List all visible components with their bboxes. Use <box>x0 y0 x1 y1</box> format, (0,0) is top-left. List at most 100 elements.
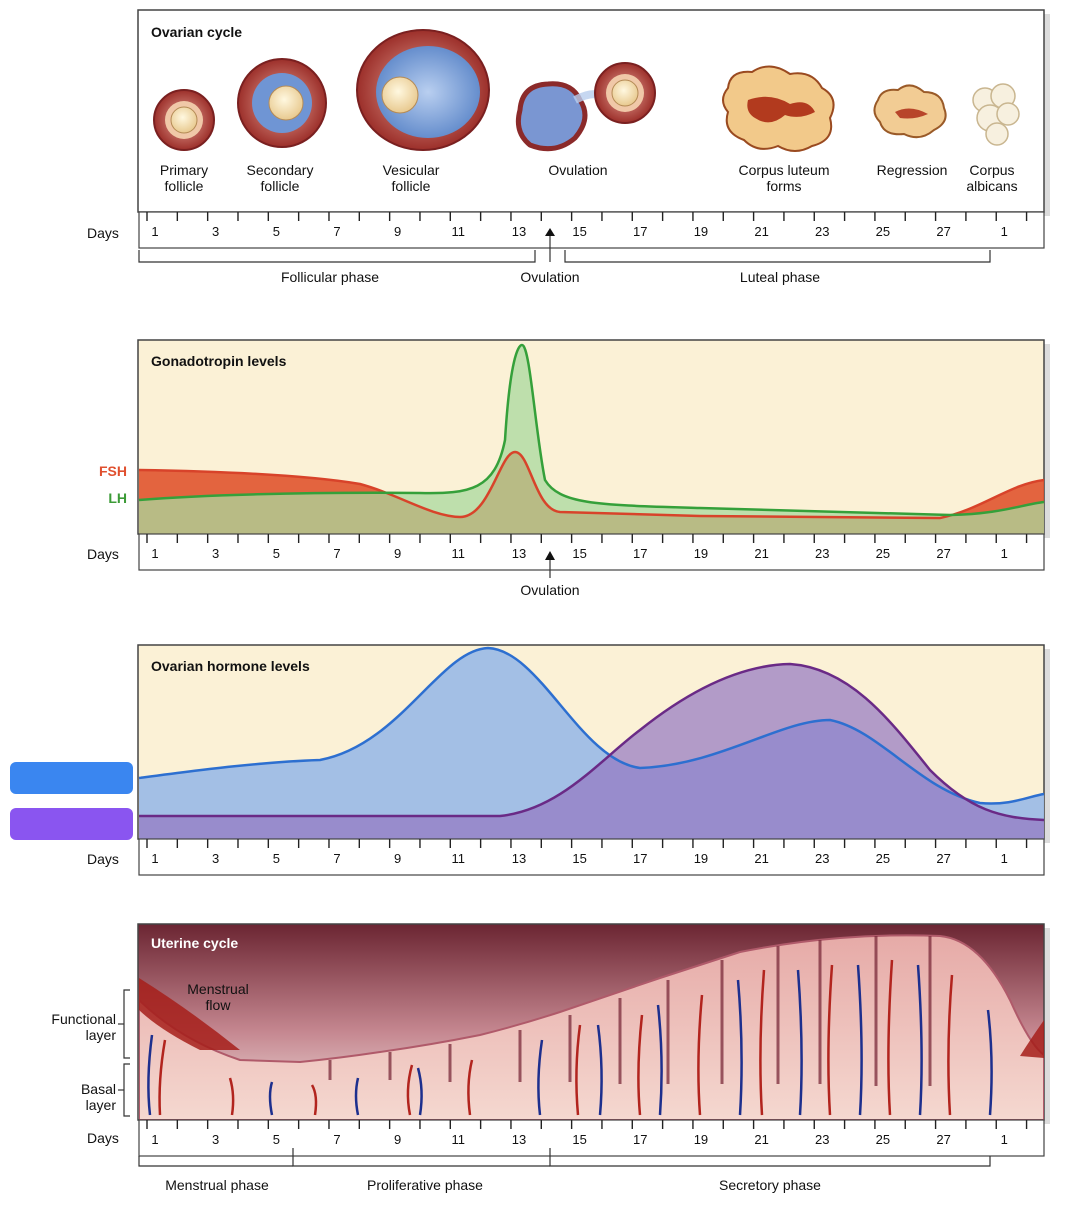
primary-follicle-illustration <box>153 89 215 151</box>
day-tick-label: 23 <box>815 851 829 866</box>
day-tick-label: 19 <box>694 546 708 561</box>
day-tick-label: 15 <box>572 224 586 239</box>
day-tick-label: 1 <box>151 224 158 239</box>
day-tick-label: 23 <box>815 546 829 561</box>
lh-line <box>138 343 1045 517</box>
day-tick-label: 21 <box>754 224 768 239</box>
day-tick-label: 3 <box>212 851 219 866</box>
day-tick-label: 7 <box>333 851 340 866</box>
day-tick-label: 9 <box>394 224 401 239</box>
stage-label-vesicular-l2: follicle <box>392 178 431 194</box>
day-tick-label: 15 <box>572 546 586 561</box>
progesterone-legend-swatch <box>10 808 133 840</box>
day-tick-label: 9 <box>394 546 401 561</box>
luteal-phase-label: Luteal phase <box>740 269 820 285</box>
ovulation-illustration <box>515 62 656 152</box>
day-strip <box>138 1119 1045 1157</box>
uterine-phase-brackets <box>138 1148 991 1167</box>
day-tick-label: 17 <box>633 1132 647 1147</box>
estrogen-line <box>138 646 1045 805</box>
days-label: Days <box>87 851 119 867</box>
uterine-cycle-title: Uterine cycle <box>151 935 238 951</box>
day-tick-label: 21 <box>754 1132 768 1147</box>
uterine-glands <box>328 936 932 1086</box>
day-ticks: 1 3 5 7 9 11 13 15 17 19 21 23 25 27 1 <box>138 211 1045 249</box>
day-tick-label: 5 <box>273 224 280 239</box>
day-tick-label: 1 <box>151 851 158 866</box>
basal-layer-label-l2: layer <box>86 1097 117 1113</box>
day-tick-label: 5 <box>273 546 280 561</box>
fsh-line <box>138 450 1045 520</box>
secondary-follicle-illustration <box>237 58 327 148</box>
secretory-phase-label: Secretory phase <box>719 1177 821 1193</box>
menstrual-phase-label: Menstrual phase <box>165 1177 269 1193</box>
day-tick-label: 1 <box>1001 1132 1008 1147</box>
day-axis-gonadotropin: Days 1 3 5 7 9 11 13 15 17 19 21 23 25 27 1 <box>87 533 1045 571</box>
progesterone-line <box>139 662 1045 822</box>
day-strip <box>138 838 1045 876</box>
spiral-arteries <box>158 959 954 1116</box>
day-tick-label: 27 <box>936 851 950 866</box>
day-tick-label: 19 <box>694 851 708 866</box>
day-tick-label: 13 <box>512 851 526 866</box>
day-strip <box>138 533 1045 571</box>
day-tick-label: 3 <box>212 546 219 561</box>
regression-illustration <box>873 84 947 139</box>
stage-label-secondary-l2: follicle <box>261 178 300 194</box>
ovulation-phase-label: Ovulation <box>520 269 579 285</box>
day-tick-label: 19 <box>694 1132 708 1147</box>
functional-layer-label-l1: Functional <box>51 1011 116 1027</box>
day-tick-label: 23 <box>815 224 829 239</box>
ovarian-cycle-title: Ovarian cycle <box>151 24 242 40</box>
day-tick-label: 1 <box>1001 224 1008 239</box>
day-tick-label: 13 <box>512 546 526 561</box>
day-ticks: 1 3 5 7 9 11 13 15 17 19 21 23 25 27 1 <box>138 1119 1045 1157</box>
stage-label-vesicular-l1: Vesicular <box>383 162 440 178</box>
day-tick-label: 13 <box>512 1132 526 1147</box>
stage-label-corpus-luteum-l1: Corpus luteum <box>738 162 829 178</box>
endometrium-functional-layer <box>139 934 1044 1120</box>
days-label: Days <box>87 546 119 562</box>
ovarian-cycle-panel: Ovarian cycle <box>137 9 1050 216</box>
day-tick-label: 9 <box>394 851 401 866</box>
day-tick-label: 25 <box>876 546 890 561</box>
fsh-label: FSH <box>99 463 127 479</box>
day-tick-label: 11 <box>452 546 466 561</box>
day-tick-label: 17 <box>633 224 647 239</box>
day-ticks: 1 3 5 7 9 11 13 15 17 19 21 23 25 27 1 <box>138 533 1045 571</box>
day-tick-label: 25 <box>876 224 890 239</box>
follicular-phase-label: Follicular phase <box>281 269 379 285</box>
ovarian-phase-brackets <box>138 228 991 263</box>
day-tick-label: 1 <box>1001 546 1008 561</box>
day-tick-label: 3 <box>212 1132 219 1147</box>
day-tick-label: 27 <box>936 546 950 561</box>
corpus-luteum-illustration <box>722 65 835 152</box>
basal-layer-label-l1: Basal <box>81 1081 116 1097</box>
menstrual-flow-label-l1: Menstrual <box>187 981 248 997</box>
day-strip <box>138 211 1045 249</box>
menstrual-flow-shed <box>139 978 240 1050</box>
progesterone-area <box>139 664 1044 839</box>
day-tick-label: 17 <box>633 546 647 561</box>
menstrual-flow-label-l2: flow <box>206 997 232 1013</box>
uterine-veins <box>147 964 993 1116</box>
stage-label-corpus-albicans-l2: albicans <box>966 178 1017 194</box>
day-tick-label: 1 <box>151 546 158 561</box>
layer-brackets <box>118 989 130 1117</box>
stage-label-ovulation: Ovulation <box>548 162 607 178</box>
day-tick-label: 7 <box>333 546 340 561</box>
stage-label-corpus-luteum-l2: forms <box>767 178 802 194</box>
day-tick-label: 3 <box>212 224 219 239</box>
day-tick-label: 11 <box>452 224 466 239</box>
day-tick-label: 7 <box>333 1132 340 1147</box>
days-label: Days <box>87 1130 119 1146</box>
day-tick-label: 17 <box>633 851 647 866</box>
day-tick-label: 11 <box>452 851 466 866</box>
uterine-cycle-panel: Uterine cycle Menstrual flow <box>137 923 1050 1124</box>
ovarian-hormone-title: Ovarian hormone levels <box>151 658 310 674</box>
day-tick-label: 7 <box>333 224 340 239</box>
day-tick-label: 5 <box>273 1132 280 1147</box>
corpus-albicans-illustration <box>972 83 1020 146</box>
day-tick-label: 27 <box>936 1132 950 1147</box>
